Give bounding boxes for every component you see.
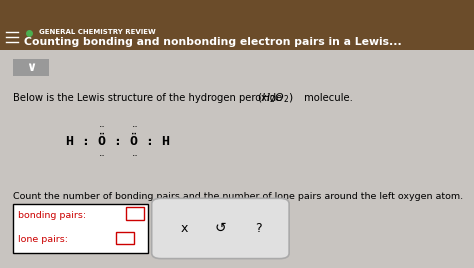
Bar — [0, 0, 474, 50]
Bar — [116, 232, 134, 244]
Text: ··: ·· — [132, 151, 138, 161]
FancyBboxPatch shape — [13, 204, 148, 253]
Text: ∨: ∨ — [26, 61, 36, 74]
Text: bonding pairs:: bonding pairs: — [18, 211, 86, 220]
Text: Count the number of bonding pairs and the number of lone pairs around the left o: Count the number of bonding pairs and th… — [13, 192, 464, 202]
Text: ··: ·· — [99, 122, 105, 132]
Text: ?: ? — [255, 222, 262, 235]
Bar — [126, 207, 144, 220]
Text: Counting bonding and nonbonding electron pairs in a Lewis...: Counting bonding and nonbonding electron… — [24, 36, 401, 47]
Text: GENERAL CHEMISTRY REVIEW: GENERAL CHEMISTRY REVIEW — [39, 29, 155, 35]
FancyBboxPatch shape — [152, 198, 289, 259]
Text: ··: ·· — [132, 122, 138, 132]
Text: x: x — [180, 222, 188, 235]
FancyBboxPatch shape — [13, 59, 49, 76]
Text: molecule.: molecule. — [301, 93, 353, 103]
Text: ··: ·· — [99, 151, 105, 161]
Text: $(H_2O_2)$: $(H_2O_2)$ — [257, 91, 293, 105]
Text: ↺: ↺ — [215, 221, 226, 235]
Text: H : Ö : Ö : H: H : Ö : Ö : H — [66, 135, 171, 148]
Text: lone pairs:: lone pairs: — [18, 235, 68, 244]
Text: Below is the Lewis structure of the hydrogen peroxide: Below is the Lewis structure of the hydr… — [13, 93, 286, 103]
